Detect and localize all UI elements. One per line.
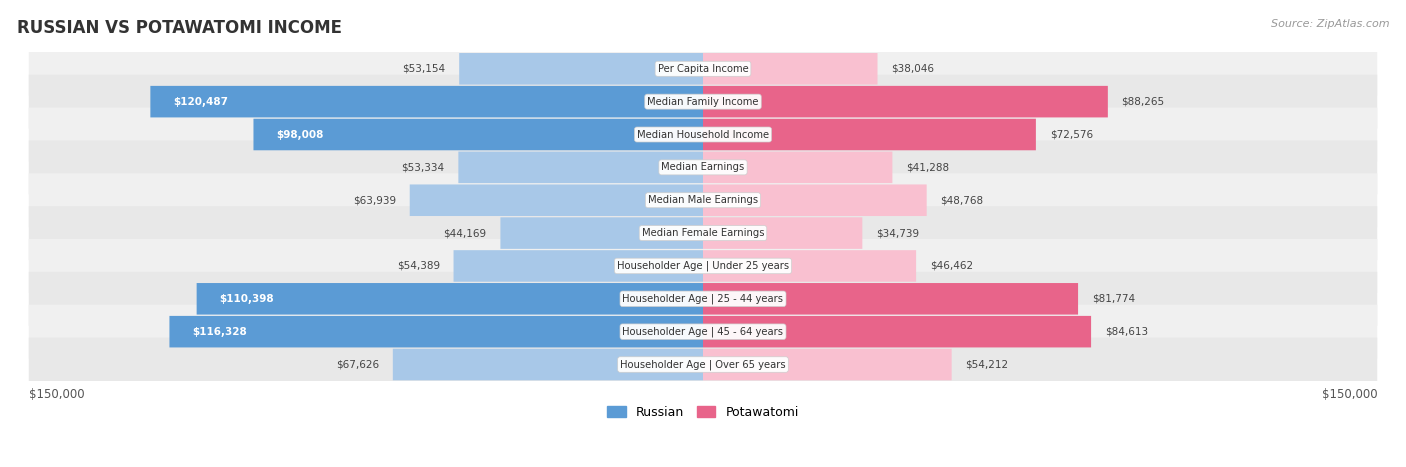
FancyBboxPatch shape: [170, 316, 703, 347]
FancyBboxPatch shape: [253, 119, 703, 150]
FancyBboxPatch shape: [197, 283, 703, 315]
FancyBboxPatch shape: [460, 53, 703, 85]
Text: $54,212: $54,212: [966, 360, 1008, 369]
FancyBboxPatch shape: [28, 107, 1378, 162]
Text: $38,046: $38,046: [891, 64, 934, 74]
FancyBboxPatch shape: [28, 141, 1378, 194]
FancyBboxPatch shape: [703, 349, 952, 380]
FancyBboxPatch shape: [454, 250, 703, 282]
FancyBboxPatch shape: [28, 305, 1378, 359]
Text: $110,398: $110,398: [219, 294, 274, 304]
FancyBboxPatch shape: [409, 184, 703, 216]
Text: Per Capita Income: Per Capita Income: [658, 64, 748, 74]
FancyBboxPatch shape: [703, 184, 927, 216]
FancyBboxPatch shape: [703, 152, 893, 183]
FancyBboxPatch shape: [703, 119, 1036, 150]
FancyBboxPatch shape: [150, 86, 703, 117]
Text: Median Female Earnings: Median Female Earnings: [641, 228, 765, 238]
Text: $98,008: $98,008: [277, 129, 323, 140]
Text: $72,576: $72,576: [1050, 129, 1092, 140]
FancyBboxPatch shape: [28, 42, 1378, 96]
FancyBboxPatch shape: [28, 239, 1378, 293]
Text: $46,462: $46,462: [929, 261, 973, 271]
Text: $84,613: $84,613: [1105, 327, 1147, 337]
Text: Source: ZipAtlas.com: Source: ZipAtlas.com: [1271, 19, 1389, 28]
Text: $150,000: $150,000: [1322, 389, 1378, 401]
Text: $67,626: $67,626: [336, 360, 380, 369]
Text: $48,768: $48,768: [941, 195, 984, 205]
Text: $150,000: $150,000: [28, 389, 84, 401]
FancyBboxPatch shape: [501, 217, 703, 249]
FancyBboxPatch shape: [703, 316, 1091, 347]
Text: $81,774: $81,774: [1092, 294, 1135, 304]
Text: Median Family Income: Median Family Income: [647, 97, 759, 106]
Text: Householder Age | 25 - 44 years: Householder Age | 25 - 44 years: [623, 294, 783, 304]
Text: $34,739: $34,739: [876, 228, 920, 238]
Text: Median Male Earnings: Median Male Earnings: [648, 195, 758, 205]
Text: Householder Age | Under 25 years: Householder Age | Under 25 years: [617, 261, 789, 271]
FancyBboxPatch shape: [458, 152, 703, 183]
FancyBboxPatch shape: [28, 206, 1378, 260]
Text: $88,265: $88,265: [1122, 97, 1164, 106]
Text: $53,154: $53,154: [402, 64, 446, 74]
Text: $63,939: $63,939: [353, 195, 396, 205]
Text: $120,487: $120,487: [173, 97, 228, 106]
Text: Householder Age | 45 - 64 years: Householder Age | 45 - 64 years: [623, 326, 783, 337]
FancyBboxPatch shape: [703, 250, 917, 282]
FancyBboxPatch shape: [703, 217, 862, 249]
FancyBboxPatch shape: [28, 272, 1378, 326]
FancyBboxPatch shape: [703, 86, 1108, 117]
FancyBboxPatch shape: [28, 173, 1378, 227]
Text: $116,328: $116,328: [193, 327, 247, 337]
Text: Median Earnings: Median Earnings: [661, 163, 745, 172]
Text: RUSSIAN VS POTAWATOMI INCOME: RUSSIAN VS POTAWATOMI INCOME: [17, 19, 342, 37]
FancyBboxPatch shape: [703, 283, 1078, 315]
FancyBboxPatch shape: [392, 349, 703, 380]
Text: $54,389: $54,389: [396, 261, 440, 271]
Legend: Russian, Potawatomi: Russian, Potawatomi: [602, 401, 804, 424]
Text: Median Household Income: Median Household Income: [637, 129, 769, 140]
Text: $53,334: $53,334: [402, 163, 444, 172]
Text: Householder Age | Over 65 years: Householder Age | Over 65 years: [620, 359, 786, 370]
FancyBboxPatch shape: [28, 338, 1378, 391]
FancyBboxPatch shape: [703, 53, 877, 85]
FancyBboxPatch shape: [28, 75, 1378, 128]
Text: $44,169: $44,169: [443, 228, 486, 238]
Text: $41,288: $41,288: [905, 163, 949, 172]
